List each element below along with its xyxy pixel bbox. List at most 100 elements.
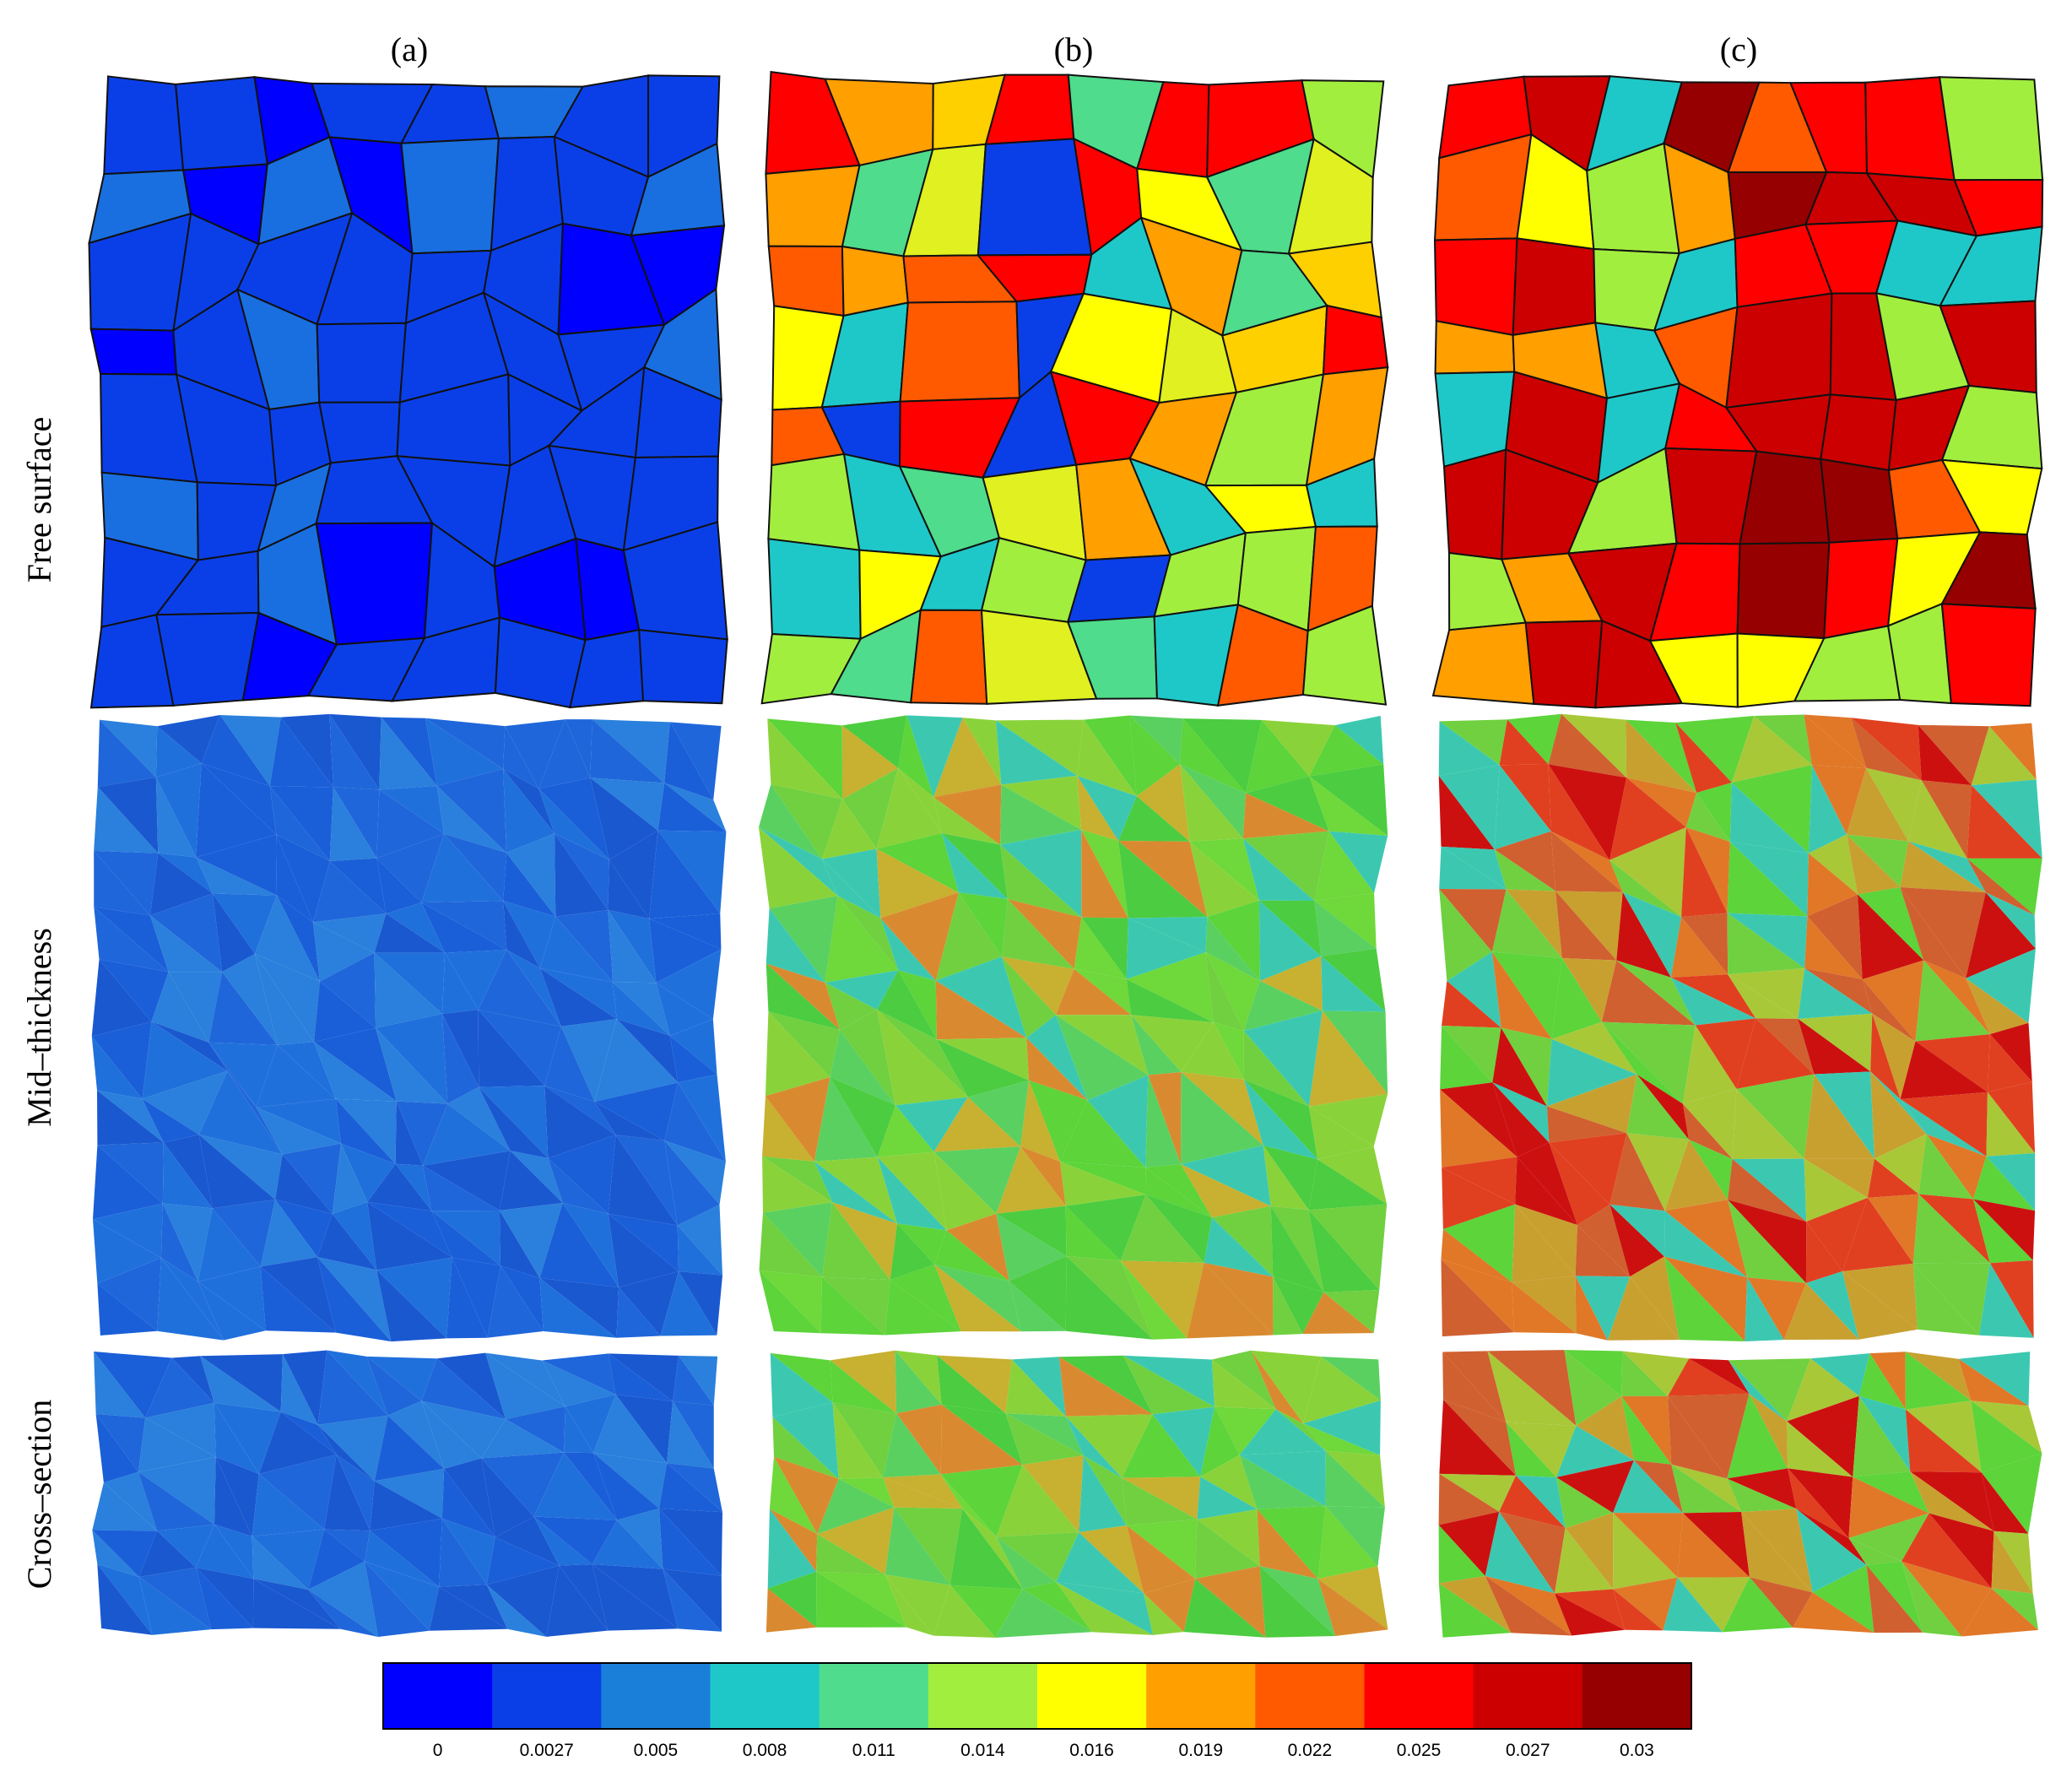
grain xyxy=(608,909,657,983)
grain xyxy=(317,1415,388,1482)
colorbar-segment xyxy=(383,1663,493,1729)
grain xyxy=(839,1010,896,1106)
grain xyxy=(1576,1395,1634,1460)
grain xyxy=(935,980,1027,1040)
grain xyxy=(1120,1195,1204,1263)
grain xyxy=(1243,1010,1323,1107)
grain xyxy=(1074,968,1132,1016)
grain xyxy=(91,1036,143,1099)
grain xyxy=(1126,1519,1198,1579)
grain xyxy=(1905,1352,1972,1401)
grain xyxy=(1626,719,1697,794)
colorbar-segment xyxy=(710,1663,820,1729)
grain xyxy=(1442,1026,1501,1083)
grain xyxy=(758,784,823,859)
grain xyxy=(1811,765,1867,835)
grain xyxy=(1555,1460,1634,1514)
grain xyxy=(316,1257,392,1342)
grain xyxy=(539,916,614,983)
grain xyxy=(99,719,158,777)
grain xyxy=(1728,1358,1811,1422)
grain xyxy=(1123,1355,1215,1415)
grain xyxy=(1725,292,1833,409)
grain xyxy=(958,892,1008,957)
grain xyxy=(937,1355,1006,1414)
grain xyxy=(255,895,320,982)
grain xyxy=(772,1402,839,1479)
grain xyxy=(481,1419,565,1459)
grain xyxy=(876,848,959,918)
grain xyxy=(138,1567,212,1630)
grain xyxy=(1601,960,1696,1026)
grain xyxy=(762,1202,833,1277)
grain xyxy=(1083,1455,1127,1525)
grain xyxy=(201,763,277,835)
grain xyxy=(163,1135,213,1209)
grain xyxy=(677,1205,723,1276)
grain xyxy=(877,970,937,1040)
grain xyxy=(499,1210,540,1278)
colorbar-segment xyxy=(492,1663,602,1729)
grain xyxy=(1613,1513,1683,1578)
grain xyxy=(560,1019,617,1102)
grain xyxy=(1212,1350,1276,1410)
grain xyxy=(332,1143,368,1214)
grain xyxy=(1626,1074,1689,1140)
grain xyxy=(1846,834,1901,895)
grain xyxy=(1696,783,1732,842)
grain xyxy=(935,956,1027,1038)
grain xyxy=(260,1266,336,1333)
grain xyxy=(503,768,555,834)
grain xyxy=(1181,1145,1271,1206)
grain xyxy=(1804,1158,1875,1198)
grain xyxy=(1915,960,1990,1042)
grain xyxy=(877,1105,934,1157)
grain xyxy=(765,1076,830,1162)
grain xyxy=(1438,1511,1500,1576)
grain xyxy=(1204,1217,1274,1277)
colorbar-label: 0.008 xyxy=(743,1741,787,1760)
grain xyxy=(1972,1199,2033,1264)
grain xyxy=(890,1223,935,1281)
grain xyxy=(1991,1530,2033,1594)
grain xyxy=(142,1021,228,1099)
grain xyxy=(1197,1476,1258,1520)
grain xyxy=(1918,724,1989,786)
grain xyxy=(1820,393,1897,472)
grain xyxy=(1966,948,2036,1023)
grain xyxy=(1011,1357,1066,1417)
grain xyxy=(1908,780,1967,859)
grain xyxy=(1259,1566,1336,1638)
grain-map xyxy=(766,1350,1388,1638)
grain xyxy=(817,1507,895,1575)
grain xyxy=(1239,1455,1326,1509)
grain xyxy=(1728,968,1805,1019)
grain xyxy=(374,1415,445,1482)
grain xyxy=(324,1529,371,1562)
grain xyxy=(1055,1015,1149,1075)
grain xyxy=(664,783,727,832)
grain xyxy=(830,1360,897,1414)
grain xyxy=(1728,1158,1807,1222)
grain xyxy=(269,717,333,788)
grain xyxy=(151,972,209,1043)
grain xyxy=(275,1200,333,1258)
grain xyxy=(1122,1477,1198,1525)
grain xyxy=(1243,1079,1318,1160)
grain xyxy=(1000,844,1082,918)
grain xyxy=(890,1264,961,1332)
grain xyxy=(1055,1015,1149,1101)
grain xyxy=(1918,1134,1973,1200)
grain xyxy=(157,714,220,764)
row-label: Free surface xyxy=(20,417,58,583)
grain xyxy=(280,1411,337,1455)
grain xyxy=(1548,764,1610,860)
grain xyxy=(1820,458,1899,544)
grain xyxy=(367,1163,432,1211)
grain xyxy=(97,1283,158,1335)
grain xyxy=(1988,723,2037,780)
grain xyxy=(934,1230,1009,1281)
grain xyxy=(282,1350,327,1425)
grain xyxy=(1501,1027,1552,1107)
grain xyxy=(222,953,278,1045)
